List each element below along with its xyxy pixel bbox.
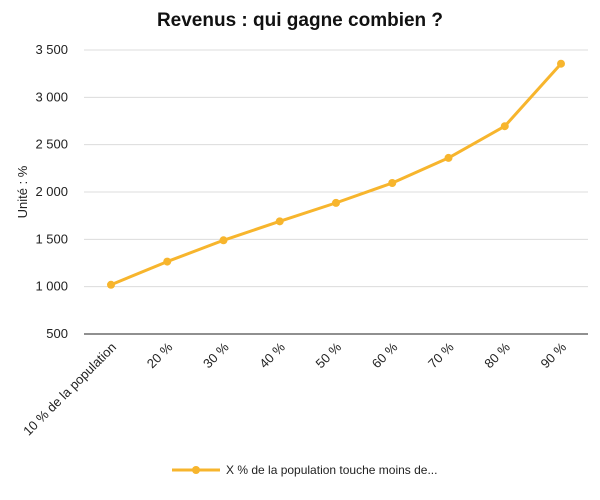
data-point <box>388 179 397 188</box>
x-tick-label: 50 % <box>313 339 345 371</box>
x-tick-label: 20 % <box>144 339 176 371</box>
data-point <box>332 198 340 207</box>
y-tick-label: 2 500 <box>35 137 68 152</box>
y-axis-ticks: 500 1 000 1 500 2 000 2 500 3 000 3 500 <box>35 42 68 341</box>
x-tick-label: 90 % <box>538 339 570 371</box>
series <box>107 59 565 289</box>
legend: X % de la population touche moins de... <box>172 463 437 477</box>
x-tick-label: 80 % <box>481 339 513 371</box>
y-tick-label: 1 500 <box>35 231 68 246</box>
chart-title: Revenus : qui gagne combien ? <box>157 10 443 31</box>
x-tick-label: 10 % de la population <box>20 340 119 439</box>
x-tick-label: 60 % <box>369 339 401 371</box>
data-point <box>500 122 509 131</box>
y-axis-label: Unité : % <box>15 165 30 218</box>
data-point <box>444 153 453 162</box>
legend-entry: X % de la population touche moins de... <box>226 463 437 477</box>
data-point <box>275 217 284 226</box>
data-point <box>163 257 172 266</box>
data-point <box>219 236 228 245</box>
legend-swatch-marker <box>192 466 200 474</box>
y-tick-label: 3 000 <box>35 89 68 104</box>
grid <box>84 49 588 335</box>
x-tick-label: 40 % <box>256 339 288 371</box>
x-tick-label: 30 % <box>200 339 232 371</box>
y-tick-label: 500 <box>46 326 68 341</box>
y-tick-label: 1 000 <box>35 279 68 294</box>
y-tick-label: 3 500 <box>35 42 68 57</box>
data-point <box>107 280 115 289</box>
y-tick-label: 2 000 <box>35 184 68 199</box>
x-axis-ticks: 10 % de la population 20 % 30 % 40 % 50 % 60 … <box>20 339 569 438</box>
x-tick-label: 70 % <box>425 339 457 371</box>
data-point <box>557 59 565 68</box>
